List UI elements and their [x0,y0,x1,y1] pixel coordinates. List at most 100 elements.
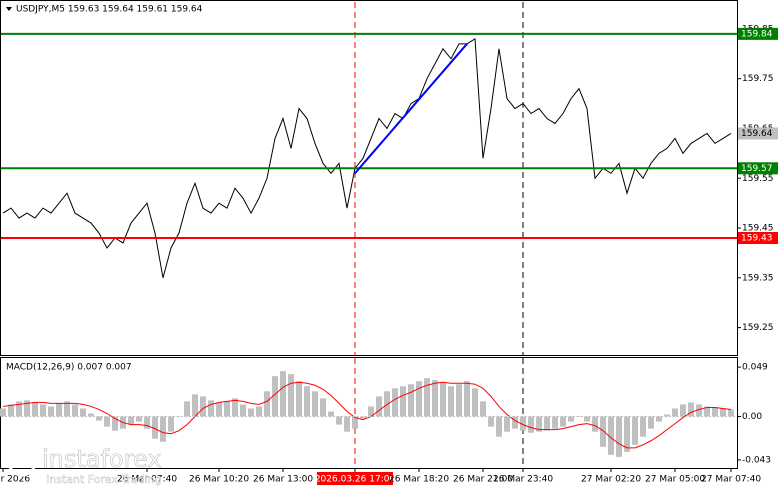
macd-title: MACD(12,26,9) 0.007 0.007 [6,363,132,373]
macd-bar [88,413,94,417]
level-label: 159.57 [741,164,773,174]
logo-icon [7,447,37,477]
macd-bar [64,401,70,417]
price-line [2,37,732,278]
macd-bar [104,416,110,427]
macd-bar [136,416,142,422]
x-tick-label: 27 Mar 02:20 [581,475,641,485]
x-tick-label: 27 Mar 07:40 [701,475,761,485]
macd-bar [160,416,166,442]
macd-bar [424,378,430,417]
macd-bar [504,416,510,432]
macd-bar [560,416,566,427]
tagline: Instant Forex Trading [46,473,162,486]
macd-bar [312,391,318,417]
macd-bar [408,384,414,417]
level-label-box [738,27,778,40]
macd-bar [256,406,262,417]
macd-bar [240,404,246,417]
price-panel [0,0,738,356]
macd-bar [632,416,638,445]
macd-bar [288,374,294,417]
macd-bar [640,416,646,437]
x-tick-label: 26 Mar 10:20 [189,475,249,485]
macd-bar [480,401,486,417]
level-label-box [738,162,778,175]
y-tick-label: 159.25 [742,323,774,333]
macd-bar [624,416,630,452]
macd-bar [544,416,550,431]
macd-bar [144,416,150,429]
x-tick-label: 26 Mar 13:00 [253,475,313,485]
macd-bar [728,409,734,417]
symbol-icon [6,7,12,11]
level-label: 159.84 [741,29,773,39]
x-tick-label: 26 Mar 07:40 [117,475,177,485]
macd-bar [152,416,158,439]
macd-bar [248,408,254,417]
macd-bar [688,402,694,417]
macd-bar [208,400,214,417]
macd-bar [224,401,230,417]
macd-bar [376,396,382,417]
macd-bar [600,416,606,447]
macd-bar [456,384,462,417]
y-tick-label: 0.049 [742,363,768,373]
macd-bar [648,416,654,429]
macd-bar [696,404,702,417]
level-label-box [738,231,778,244]
macd-bar [680,404,686,417]
macd-bar [0,408,6,417]
macd-bar [720,408,726,417]
macd-bar [272,376,278,417]
x-tick-label: 26 Mar 18:20 [389,475,449,485]
macd-bar [704,406,710,417]
macd-bar [432,380,438,417]
macd-bar [584,416,590,422]
macd-bar [32,402,38,417]
x-label-highlight [317,472,393,485]
watermark: instaforex Instant Forex Trading [7,445,162,486]
trend-line [354,43,468,174]
y-tick-label: -0.043 [742,455,771,465]
macd-bar [80,408,86,417]
macd-bar [336,416,342,425]
macd-bar [464,381,470,417]
x-tick-label: 26 Mar 2026 [0,475,30,485]
macd-bar [168,416,174,432]
macd-bar [40,404,46,417]
macd-bar [352,416,358,429]
level-label: 159.64 [741,129,773,139]
macd-bar [192,394,198,417]
macd-bar [592,416,598,432]
macd-bar [512,416,518,429]
macd-bar [360,416,366,419]
level-label: 159.43 [741,233,773,243]
y-tick-label: 159.75 [742,74,774,84]
macd-bar [24,400,30,417]
macd-bar [128,416,134,425]
x-tick-label: 2026.03.26 17:00 [315,475,396,485]
macd-bar [48,406,54,417]
brand: instaforex [42,445,162,473]
macd-bar [184,401,190,417]
macd-bar [440,382,446,417]
macd-bar [72,404,78,417]
macd-bar [216,402,222,417]
macd-bar [656,416,662,422]
macd-bar [280,371,286,417]
macd-bar [368,406,374,417]
macd-bar [712,407,718,417]
macd-bar [264,391,270,417]
macd-bar [496,416,502,437]
signal-line [2,381,732,449]
level-label-box [738,127,778,140]
macd-bar [608,416,614,455]
macd-bar [552,416,558,429]
macd-bar [56,403,62,417]
macd-bar [304,386,310,417]
y-tick-label: 159.45 [742,224,774,234]
macd-bar [520,416,526,431]
macd-bar [488,416,494,427]
macd-bar [320,398,326,417]
